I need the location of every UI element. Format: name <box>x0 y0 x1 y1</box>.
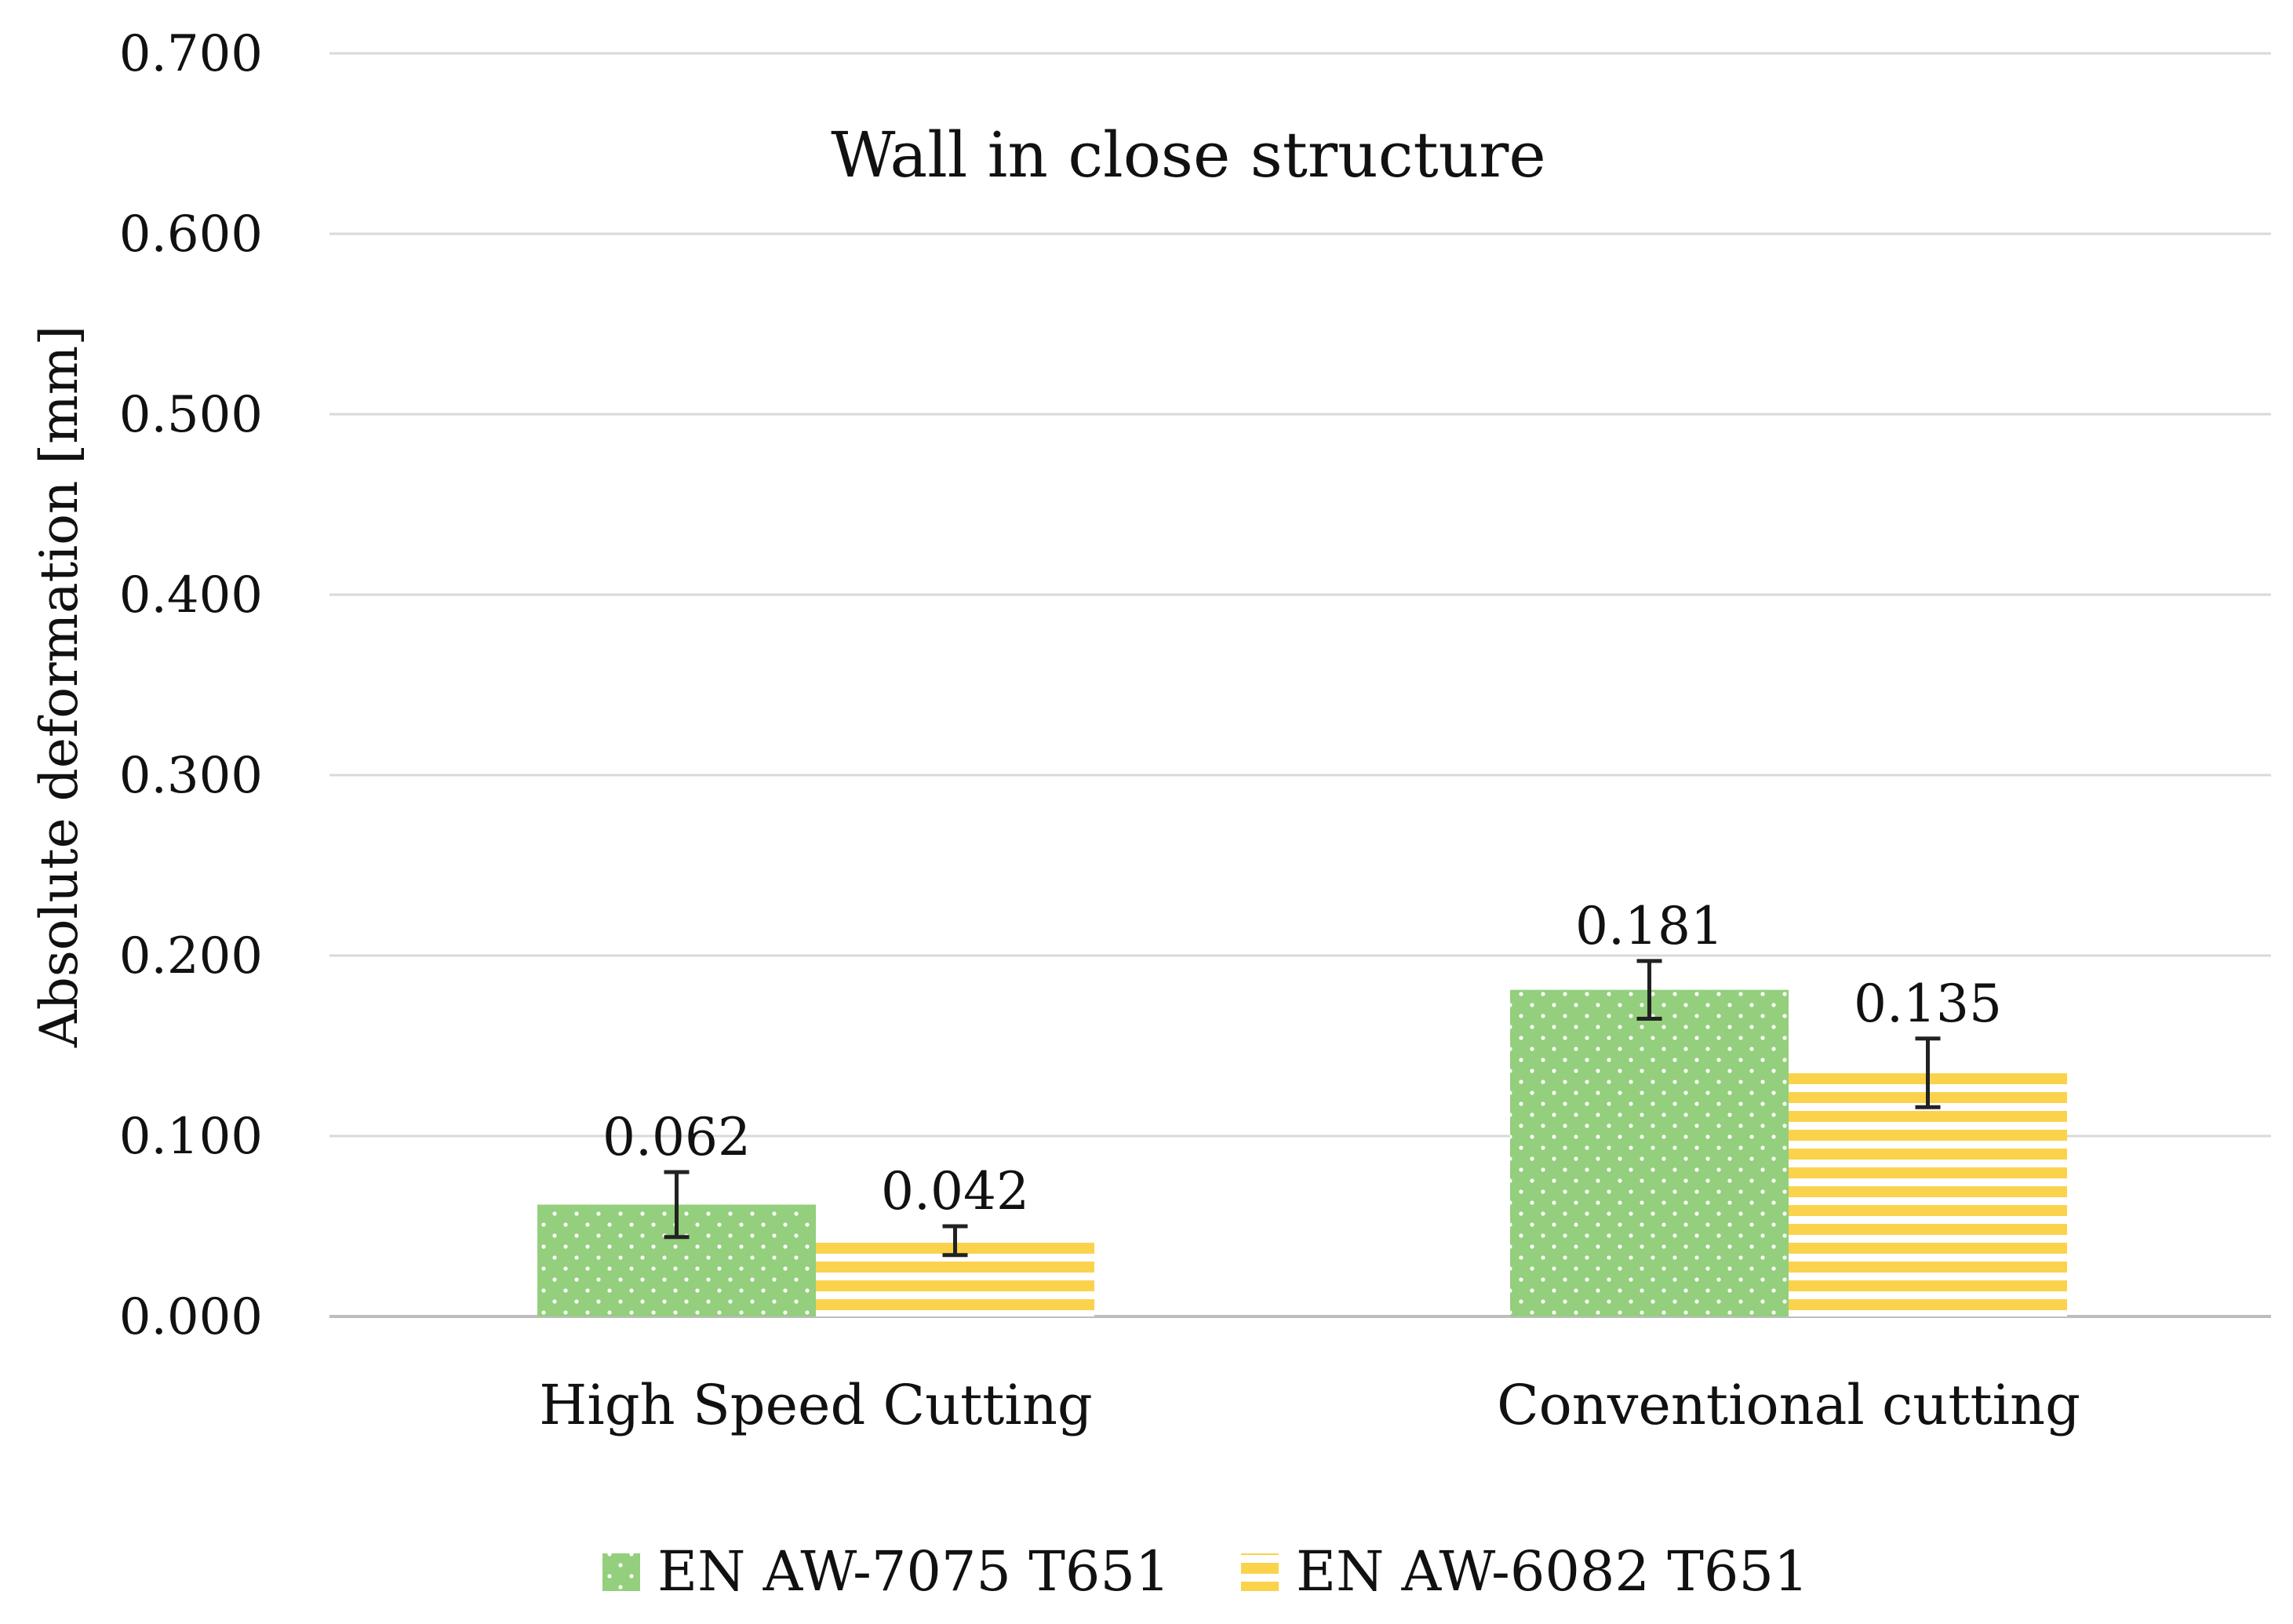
data-label: 0.062 <box>602 1107 751 1167</box>
legend-swatch-6082 <box>1241 1553 1279 1591</box>
legend-swatch-7075 <box>602 1553 640 1591</box>
y-tick-label: 0.600 <box>119 206 263 264</box>
y-tick-label: 0.500 <box>119 386 263 444</box>
legend-label-7075: EN AW-7075 T651 <box>657 1539 1170 1604</box>
bars <box>537 989 2067 1316</box>
gridlines: 0.000 0.100 0.200 0.300 0.400 0.500 0.600 0.700 <box>119 25 2271 1346</box>
legend-label-6082: EN AW-6082 T651 <box>1296 1539 1809 1604</box>
y-axis-title: Absolute deformation [mm] <box>29 326 89 1048</box>
bar-6082-conventional <box>1789 1072 2067 1316</box>
data-labels: 0.062 0.042 High Speed Cutting 0.181 0.135 Co… <box>539 896 2080 1437</box>
y-tick-label: 0.200 <box>119 927 263 985</box>
data-label: 0.135 <box>1854 974 2002 1034</box>
category-label: High Speed Cutting <box>539 1373 1092 1437</box>
legend: EN AW-7075 T651 EN AW-6082 T651 <box>602 1539 1809 1604</box>
bar-7075-conventional <box>1510 989 1789 1316</box>
y-tick-label: 0.100 <box>119 1108 263 1166</box>
y-tick-label: 0.700 <box>119 25 263 83</box>
chart-title: Wall in close structure <box>831 118 1546 191</box>
y-tick-label: 0.000 <box>119 1288 263 1346</box>
y-tick-label: 0.400 <box>119 566 263 624</box>
data-label: 0.042 <box>881 1161 1029 1222</box>
category-label: Conventional cutting <box>1497 1373 2080 1437</box>
error-bars <box>664 959 1941 1258</box>
y-tick-label: 0.300 <box>119 747 263 805</box>
data-label: 0.181 <box>1575 896 1723 956</box>
